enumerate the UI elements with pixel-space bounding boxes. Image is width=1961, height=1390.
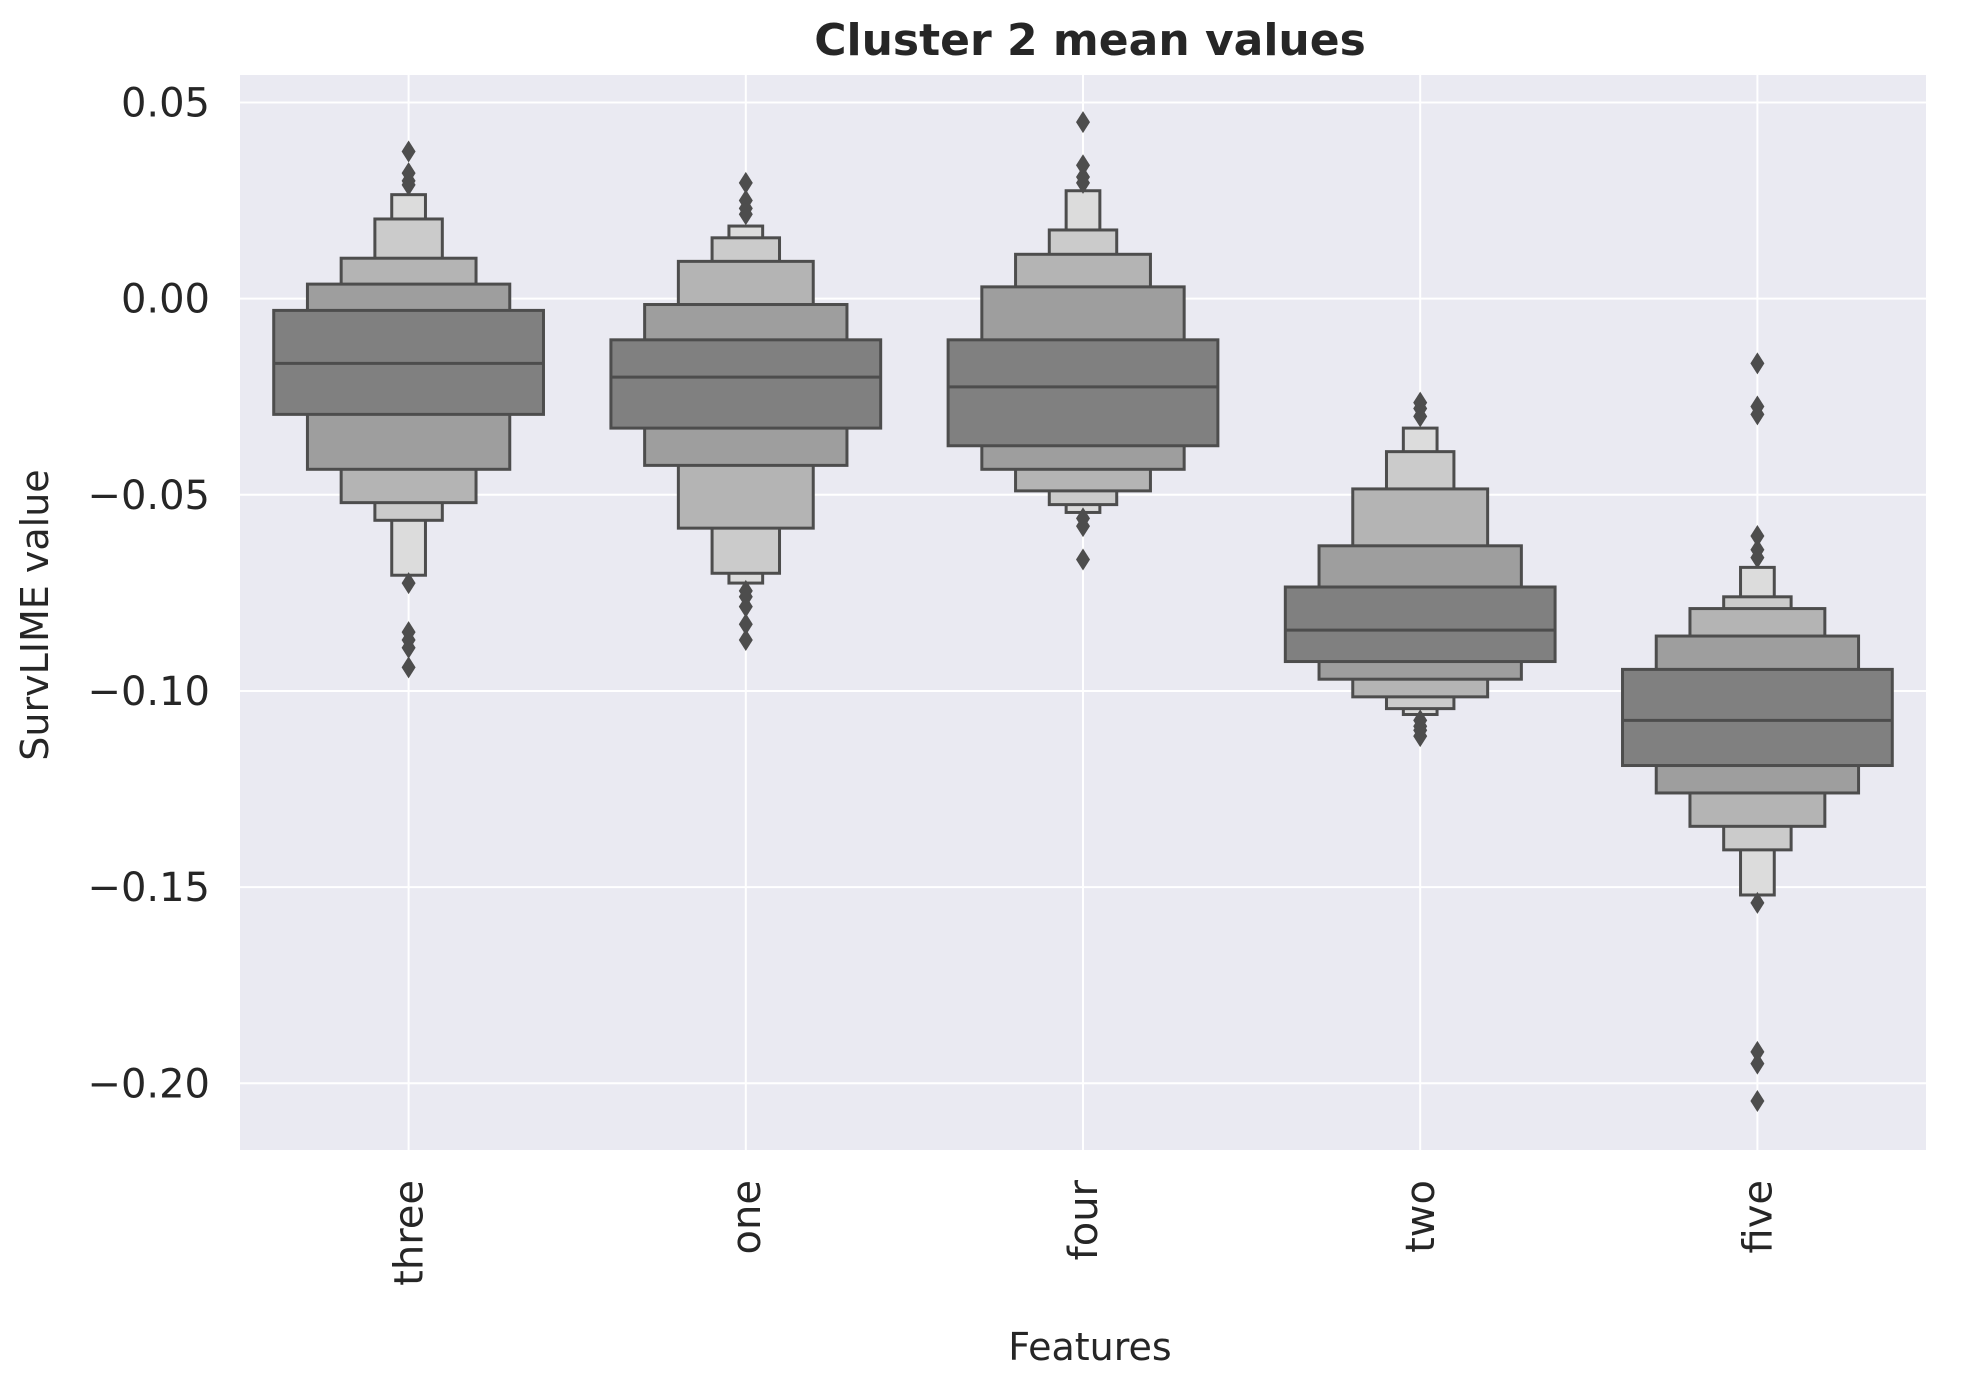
outlier-point	[1750, 1040, 1765, 1063]
y-tick-label: 0.00	[121, 277, 210, 323]
outlier-point	[401, 140, 416, 163]
outlier-point	[401, 572, 416, 595]
outlier-point	[1750, 546, 1765, 569]
outlier-point	[738, 613, 753, 636]
outlier-point	[738, 595, 753, 618]
y-tick-label: 0.05	[121, 80, 210, 126]
outlier-point	[1076, 515, 1090, 538]
x-tick-label: three	[387, 1180, 433, 1286]
outlier-point	[1750, 524, 1765, 547]
y-axis-ticks: 0.05 0.00 −0.05 −0.10 −0.15 −0.20	[87, 80, 210, 1107]
x-tick-label: two	[1398, 1180, 1444, 1253]
outlier-point	[738, 203, 753, 226]
outlier-point	[1750, 352, 1765, 375]
x-tick-label: four	[1061, 1179, 1107, 1260]
chart-title: Cluster 2 mean values	[814, 15, 1366, 66]
outlier-point	[1750, 403, 1765, 426]
outlier-point	[1750, 1052, 1765, 1075]
outlier-point	[401, 173, 416, 196]
boxen-group-one	[609, 171, 883, 651]
y-tick-label: −0.20	[87, 1061, 210, 1107]
outlier-point	[1413, 405, 1428, 428]
y-tick-label: −0.05	[87, 473, 210, 519]
outlier-point	[1413, 725, 1428, 748]
outlier-point	[1076, 548, 1090, 571]
boxen-series	[272, 111, 1894, 1112]
outlier-point	[401, 656, 416, 679]
y-tick-label: −0.15	[87, 865, 210, 911]
outlier-point	[738, 171, 753, 194]
y-axis-label: SurvLIME value	[13, 469, 57, 760]
x-tick-label: five	[1735, 1180, 1781, 1253]
boxen-group-four	[946, 111, 1220, 571]
outlier-point	[738, 628, 753, 651]
x-tick-label: one	[724, 1180, 770, 1254]
y-tick-label: −0.10	[87, 669, 210, 715]
outlier-point	[401, 636, 416, 659]
outlier-point	[1076, 171, 1090, 194]
outlier-point	[1750, 1089, 1765, 1112]
outlier-point	[1750, 891, 1765, 914]
boxen-group-three	[272, 140, 545, 679]
x-axis-label: Features	[1008, 1325, 1171, 1369]
boxen-box	[609, 338, 883, 430]
outlier-point	[1076, 154, 1090, 177]
x-axis-ticks: three one four two five	[387, 1179, 1782, 1285]
boxen-box	[946, 338, 1220, 448]
boxen-group-two	[1283, 391, 1557, 748]
boxen-box	[1621, 667, 1894, 768]
boxen-group-five	[1621, 352, 1894, 1112]
outlier-point	[1076, 111, 1090, 134]
boxen-box	[1283, 585, 1557, 664]
